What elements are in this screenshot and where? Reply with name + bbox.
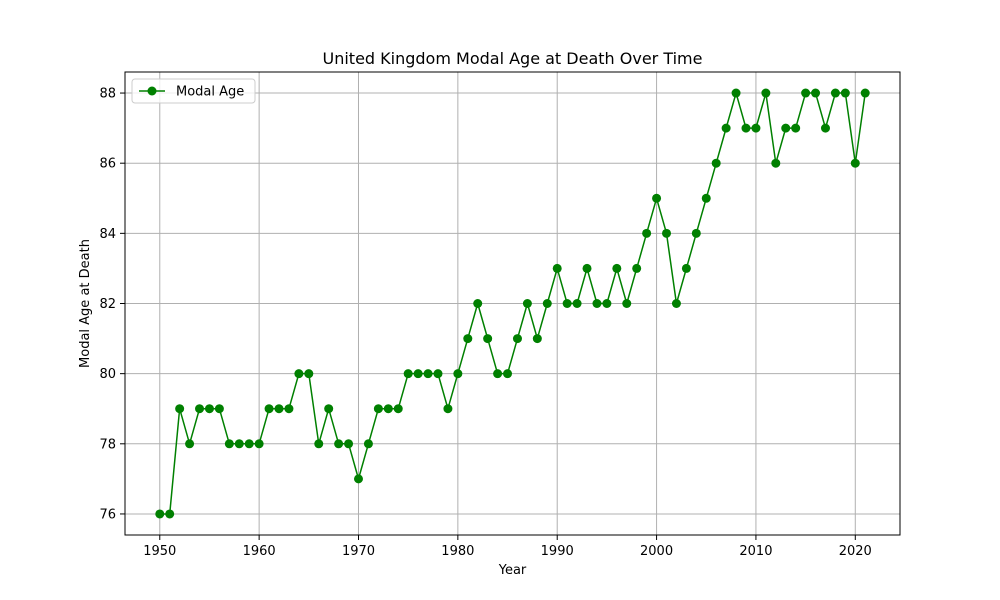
legend: Modal Age [131, 78, 256, 104]
data-point [373, 404, 383, 414]
data-point [314, 439, 324, 449]
data-point [681, 263, 691, 273]
data-point [791, 123, 801, 133]
data-point [761, 88, 771, 98]
data-point [572, 299, 582, 308]
y-tick-label: 84 [99, 227, 116, 242]
legend-box [131, 78, 256, 104]
data-point [781, 123, 791, 133]
data-point [542, 299, 552, 308]
data-point [820, 123, 830, 133]
data-point [632, 263, 642, 273]
x-tick-label: 2000 [640, 544, 673, 559]
data-point [860, 88, 870, 98]
data-point [691, 228, 701, 238]
x-tick-label: 1970 [342, 544, 375, 559]
data-point [473, 299, 483, 308]
x-tick-label: 2020 [839, 544, 872, 559]
data-point [512, 334, 522, 344]
x-axis-label: Year [498, 563, 527, 578]
data-point [344, 439, 354, 449]
data-point [264, 404, 274, 414]
y-tick-label: 78 [99, 437, 116, 452]
x-tick-label: 2010 [739, 544, 772, 559]
data-point [294, 369, 304, 379]
data-point [453, 369, 463, 379]
data-point [493, 369, 503, 379]
data-point [850, 158, 860, 168]
data-point [224, 439, 234, 449]
y-tick-label: 82 [99, 297, 116, 312]
data-point [274, 404, 284, 414]
grid [125, 72, 900, 535]
data-point [155, 509, 165, 519]
data-point [612, 263, 622, 273]
data-point [403, 369, 413, 379]
data-point [175, 404, 185, 414]
data-point [185, 439, 195, 449]
data-point [423, 369, 433, 379]
data-point [244, 439, 254, 449]
data-point [204, 404, 214, 414]
data-point [731, 88, 741, 98]
data-point [393, 404, 403, 414]
data-point [522, 299, 532, 308]
data-point [284, 404, 294, 414]
data-point [552, 263, 562, 273]
data-point [751, 123, 761, 133]
data-point [592, 299, 602, 308]
data-point [642, 228, 652, 238]
series-layer [155, 88, 870, 519]
data-point [413, 369, 423, 379]
data-point [602, 299, 612, 308]
ticks: 1950 1960 1970 1980 1990 2000 2010 2020 76 78 80 82… [99, 87, 871, 559]
data-point [711, 158, 721, 168]
data-point [334, 439, 344, 449]
data-point [254, 439, 264, 449]
data-point [801, 88, 811, 98]
data-point [830, 88, 840, 98]
y-tick-label: 86 [99, 157, 116, 172]
data-point [234, 439, 244, 449]
data-point [582, 263, 592, 273]
y-tick-label: 76 [99, 507, 116, 522]
data-point [671, 299, 681, 308]
data-point [652, 193, 662, 203]
x-tick-label: 1960 [243, 544, 276, 559]
legend-marker-sample [147, 86, 157, 96]
data-point [324, 404, 334, 414]
y-tick-label: 80 [99, 367, 116, 382]
y-axis-label: Modal Age at Death [78, 239, 93, 368]
x-tick-label: 1990 [541, 544, 574, 559]
data-point [443, 404, 453, 414]
data-point [195, 404, 205, 414]
data-point [363, 439, 373, 449]
data-point [741, 123, 751, 133]
data-point [463, 334, 473, 344]
chart-title: United Kingdom Modal Age at Death Over T… [323, 49, 703, 68]
x-tick-label: 1980 [441, 544, 474, 559]
data-point [353, 474, 363, 484]
data-point [532, 334, 542, 344]
data-point [622, 299, 632, 308]
data-point [721, 123, 731, 133]
data-point [811, 88, 821, 98]
y-tick-label: 88 [99, 87, 116, 102]
data-point [483, 334, 493, 344]
data-point [503, 369, 513, 379]
data-point [383, 404, 393, 414]
data-point [701, 193, 711, 203]
x-tick-label: 1950 [143, 544, 176, 559]
data-point [165, 509, 175, 519]
data-point [662, 228, 672, 238]
data-point [562, 299, 572, 308]
data-point [840, 88, 850, 98]
data-point [304, 369, 314, 379]
legend-label: Modal Age [176, 85, 244, 100]
data-point [433, 369, 443, 379]
data-point [771, 158, 781, 168]
data-point [214, 404, 224, 414]
